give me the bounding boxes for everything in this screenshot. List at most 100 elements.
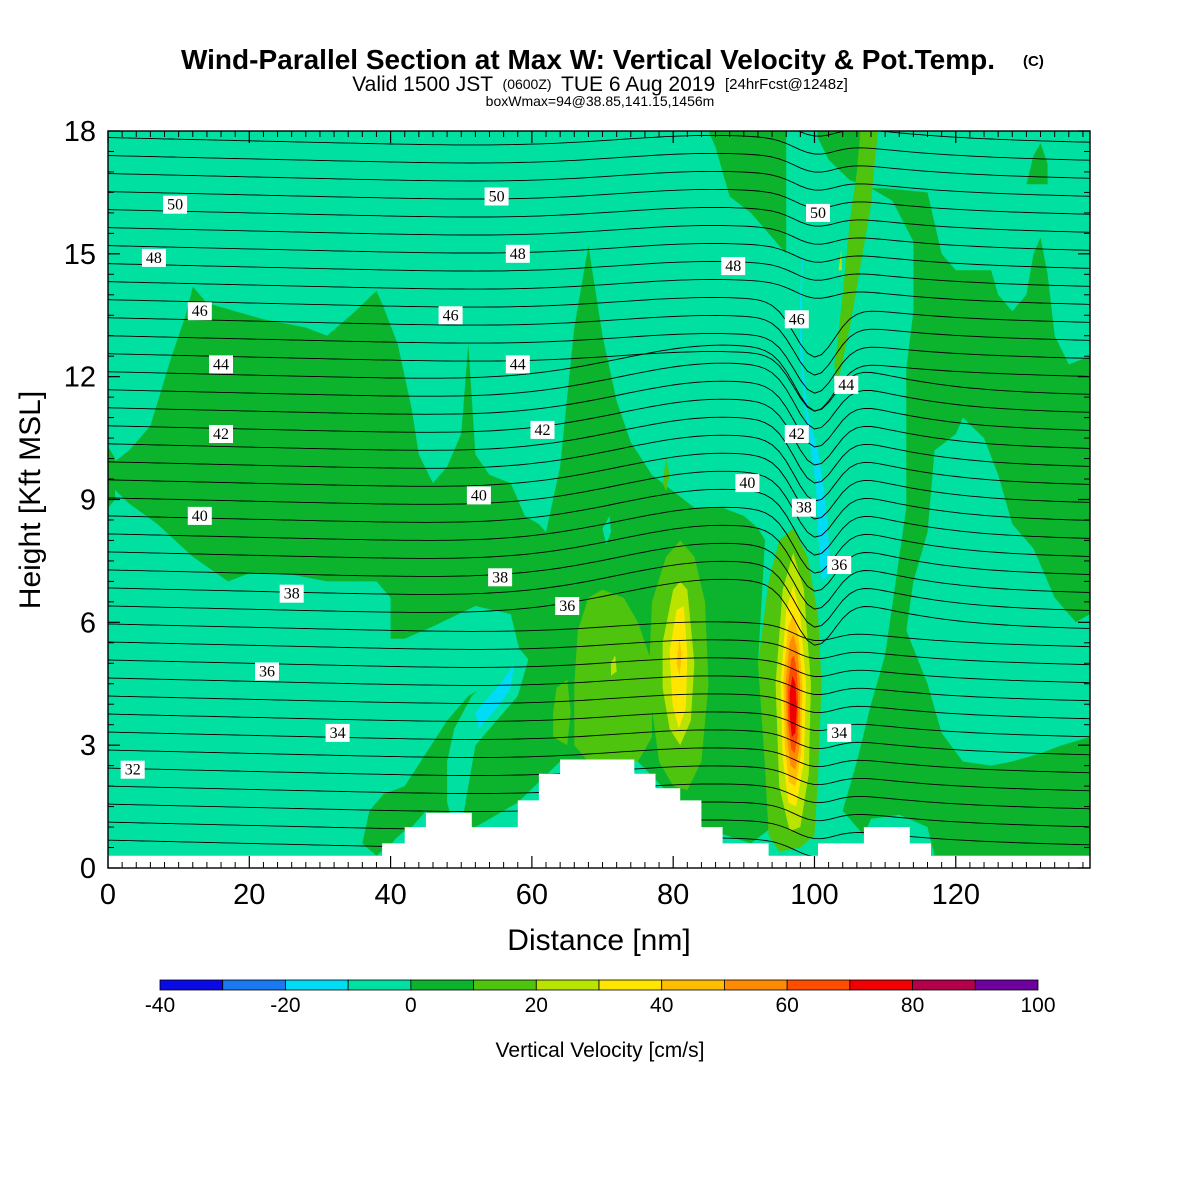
isentrope-line	[108, 351, 1090, 412]
isentrope-label: 46	[187, 302, 212, 321]
x-tick-label: 80	[657, 879, 689, 911]
isentrope-label: 38	[488, 568, 513, 587]
isentrope-label-text: 46	[443, 307, 459, 324]
x-tick-label: 20	[233, 879, 265, 911]
isentrope-label-text: 44	[213, 356, 229, 373]
velocity-band	[611, 655, 617, 676]
colorbar-tick-label: 20	[525, 994, 548, 1017]
isentrope-label-bg	[827, 723, 852, 742]
isentrope-label-bg	[505, 244, 530, 263]
isentrope-label: 36	[255, 662, 279, 681]
isentrope-line	[108, 188, 1090, 215]
y-tick-label: 18	[64, 116, 96, 148]
isentrope-label-text: 48	[146, 250, 162, 267]
isentrope-label-text: 50	[489, 189, 505, 206]
x-tick-label: 40	[374, 879, 406, 911]
isentrope-label: 44	[505, 355, 530, 374]
isentrope-line	[108, 333, 1090, 394]
isentrope-labels: 50 50 50 48 48 48 46 46 46 44 44 44 42 42 42 40 40 40 38 38…	[120, 187, 859, 779]
isentrope-label: 42	[209, 425, 233, 443]
isentrope-label-bg	[784, 310, 809, 329]
isentrope-label-bg	[484, 187, 509, 206]
y-tick-label: 9	[80, 485, 96, 517]
colorbar-swatch	[347, 979, 412, 991]
velocity-band	[825, 581, 864, 746]
velocity-band	[838, 249, 842, 271]
isentrope-line	[108, 170, 1090, 197]
isentrope-line	[108, 621, 1090, 648]
velocity-band	[676, 638, 682, 676]
isentrope-label-bg	[834, 375, 859, 394]
valid-date: TUE 6 Aug 2019	[561, 73, 715, 96]
isentrope-line	[108, 297, 1090, 358]
isentrope-label-text: 48	[510, 246, 526, 263]
isentrope-label-bg	[187, 506, 212, 525]
velocity-band	[789, 131, 861, 631]
isentrope-label: 50	[163, 195, 188, 214]
isentrope-label: 46	[438, 306, 463, 325]
isentrope-line	[108, 524, 1090, 592]
isentrope-line	[108, 578, 1090, 646]
isentrope-label-text: 40	[739, 475, 755, 492]
isentrope-label-bg	[141, 248, 166, 267]
x-tick-label: 60	[516, 879, 548, 911]
velocity-band	[662, 458, 670, 492]
terrain	[108, 759, 1090, 868]
isentrope-label-bg	[555, 597, 580, 615]
chart-title-mark: (C)	[1023, 53, 1044, 70]
x-tick-label: 120	[932, 879, 980, 911]
isentrope-label-text: 40	[471, 487, 487, 504]
isentrope-line	[108, 134, 1090, 161]
isentrope-label: 32	[120, 760, 145, 779]
isentrope-line	[108, 506, 1090, 574]
isentrope-label: 34	[325, 723, 350, 742]
isentrope-label: 48	[505, 244, 530, 263]
isentrope-label-bg	[209, 355, 233, 374]
isentrope-label-bg	[784, 425, 809, 443]
isentrope-line	[108, 261, 1090, 287]
y-axis-label: Height [Kft MSL]	[14, 391, 47, 609]
velocity-band	[447, 646, 529, 828]
isentrope-label-text: 38	[492, 569, 508, 586]
isentrope-label-text: 50	[167, 197, 183, 214]
colorbar-swatch	[535, 979, 600, 991]
isentrope-label-text: 44	[510, 356, 526, 373]
isentrope-line	[108, 675, 1090, 702]
colorbar-swatch	[159, 979, 224, 991]
velocity-band	[789, 675, 797, 737]
isentrope-label-text: 38	[284, 586, 300, 603]
isentrope-label: 36	[827, 556, 852, 574]
isentrope-line	[108, 434, 1090, 502]
velocity-band	[818, 745, 843, 832]
isentrope-label-bg	[163, 195, 188, 214]
isentrope-label: 42	[530, 420, 555, 439]
y-tick-label: 0	[80, 853, 96, 885]
isentrope-label-bg	[806, 203, 830, 222]
isentrope-label-bg	[187, 302, 212, 321]
isentrope-label-bg	[279, 584, 304, 603]
colorbar-swatch	[786, 979, 851, 991]
isentrope-label: 44	[834, 375, 859, 394]
forecast-info: [24hrFcst@1248z]	[725, 76, 848, 93]
isentrope-label-bg	[505, 355, 530, 374]
x-axis: 0 20 40 60 80 100 120	[100, 131, 1084, 911]
valid-utc: (0600Z)	[503, 76, 552, 92]
valid-time: Valid 1500 JST	[352, 73, 493, 96]
isentrope-label-bg	[488, 568, 513, 587]
isentrope-label: 48	[721, 257, 746, 276]
isentrope-line	[108, 279, 1090, 305]
isentrope-line	[108, 416, 1090, 484]
velocity-band	[383, 773, 433, 856]
isentrope-label-bg	[209, 425, 233, 443]
isentrope-label-bg	[721, 257, 746, 276]
y-tick-label: 6	[80, 607, 96, 639]
colorbar-swatch	[598, 979, 663, 991]
isentrope-label: 34	[827, 723, 852, 742]
isentrope-line	[108, 225, 1090, 251]
isentrope-label-text: 36	[259, 664, 275, 681]
isentrope-label-text: 40	[192, 508, 208, 525]
isentrope-label-text: 34	[831, 725, 847, 742]
isentrope-label-bg	[735, 474, 760, 493]
chart-title: Wind-Parallel Section at Max W: Vertical…	[181, 44, 995, 75]
